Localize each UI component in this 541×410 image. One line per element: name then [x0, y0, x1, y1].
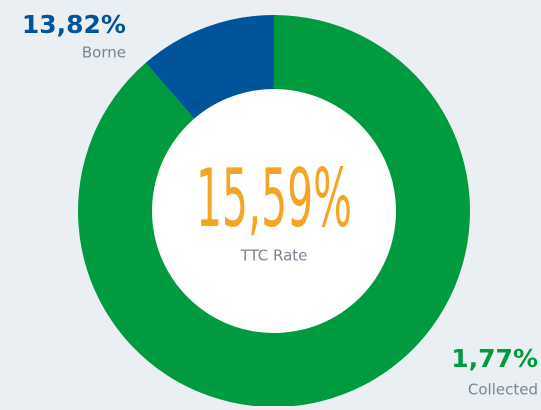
category-label: Borne: [82, 44, 126, 62]
donut-slice: [77, 15, 471, 408]
category-label: Collected: [468, 381, 538, 399]
donut-hole: [152, 89, 396, 333]
value-label: 13,82%: [22, 10, 126, 39]
center-caption: TTC Rate: [240, 247, 308, 265]
center-value: 15,59%: [196, 152, 352, 245]
value-label: 1,77%: [451, 344, 538, 373]
